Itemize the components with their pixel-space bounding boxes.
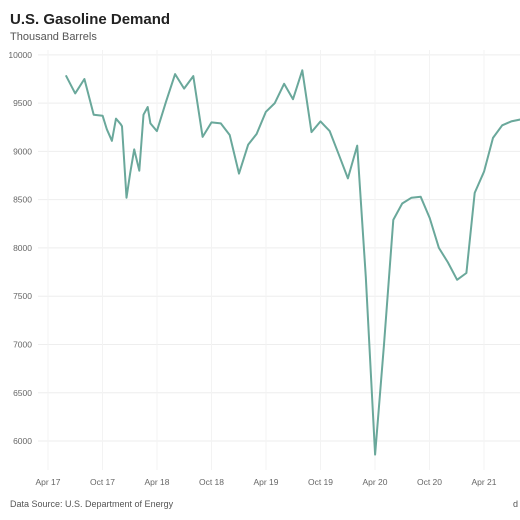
chart-subtitle: Thousand Barrels bbox=[10, 31, 97, 43]
y-tick-label: 8000 bbox=[13, 243, 32, 253]
grid-layer bbox=[38, 50, 520, 470]
y-tick-label: 10000 bbox=[8, 50, 32, 60]
x-tick-label: Oct 20 bbox=[417, 477, 442, 487]
x-tick-label: Apr 17 bbox=[35, 477, 60, 487]
x-tick-label: Oct 19 bbox=[308, 477, 333, 487]
data-source-note: Data Source: U.S. Department of Energy bbox=[10, 499, 174, 509]
series-layer bbox=[65, 69, 520, 456]
x-tick-label: Apr 21 bbox=[471, 477, 496, 487]
y-tick-label: 7000 bbox=[13, 339, 32, 349]
y-tick-label: 9500 bbox=[13, 98, 32, 108]
x-tick-label: Apr 19 bbox=[253, 477, 278, 487]
x-tick-label: Oct 18 bbox=[199, 477, 224, 487]
y-tick-label: 6000 bbox=[13, 436, 32, 446]
y-tick-label: 6500 bbox=[13, 388, 32, 398]
tick-layer: 6000 6500 7000 7500 8000 8500 9000 9500 10000 Apr… bbox=[8, 50, 496, 487]
y-tick-label: 9000 bbox=[13, 146, 32, 156]
chart-title: U.S. Gasoline Demand bbox=[10, 11, 171, 28]
x-tick-label: Apr 18 bbox=[144, 477, 169, 487]
series-line bbox=[65, 69, 520, 456]
y-tick-label: 8500 bbox=[13, 195, 32, 205]
x-tick-label: Apr 20 bbox=[362, 477, 387, 487]
y-tick-label: 7500 bbox=[13, 291, 32, 301]
x-tick-label: Oct 17 bbox=[90, 477, 115, 487]
corner-note: d bbox=[513, 499, 519, 509]
